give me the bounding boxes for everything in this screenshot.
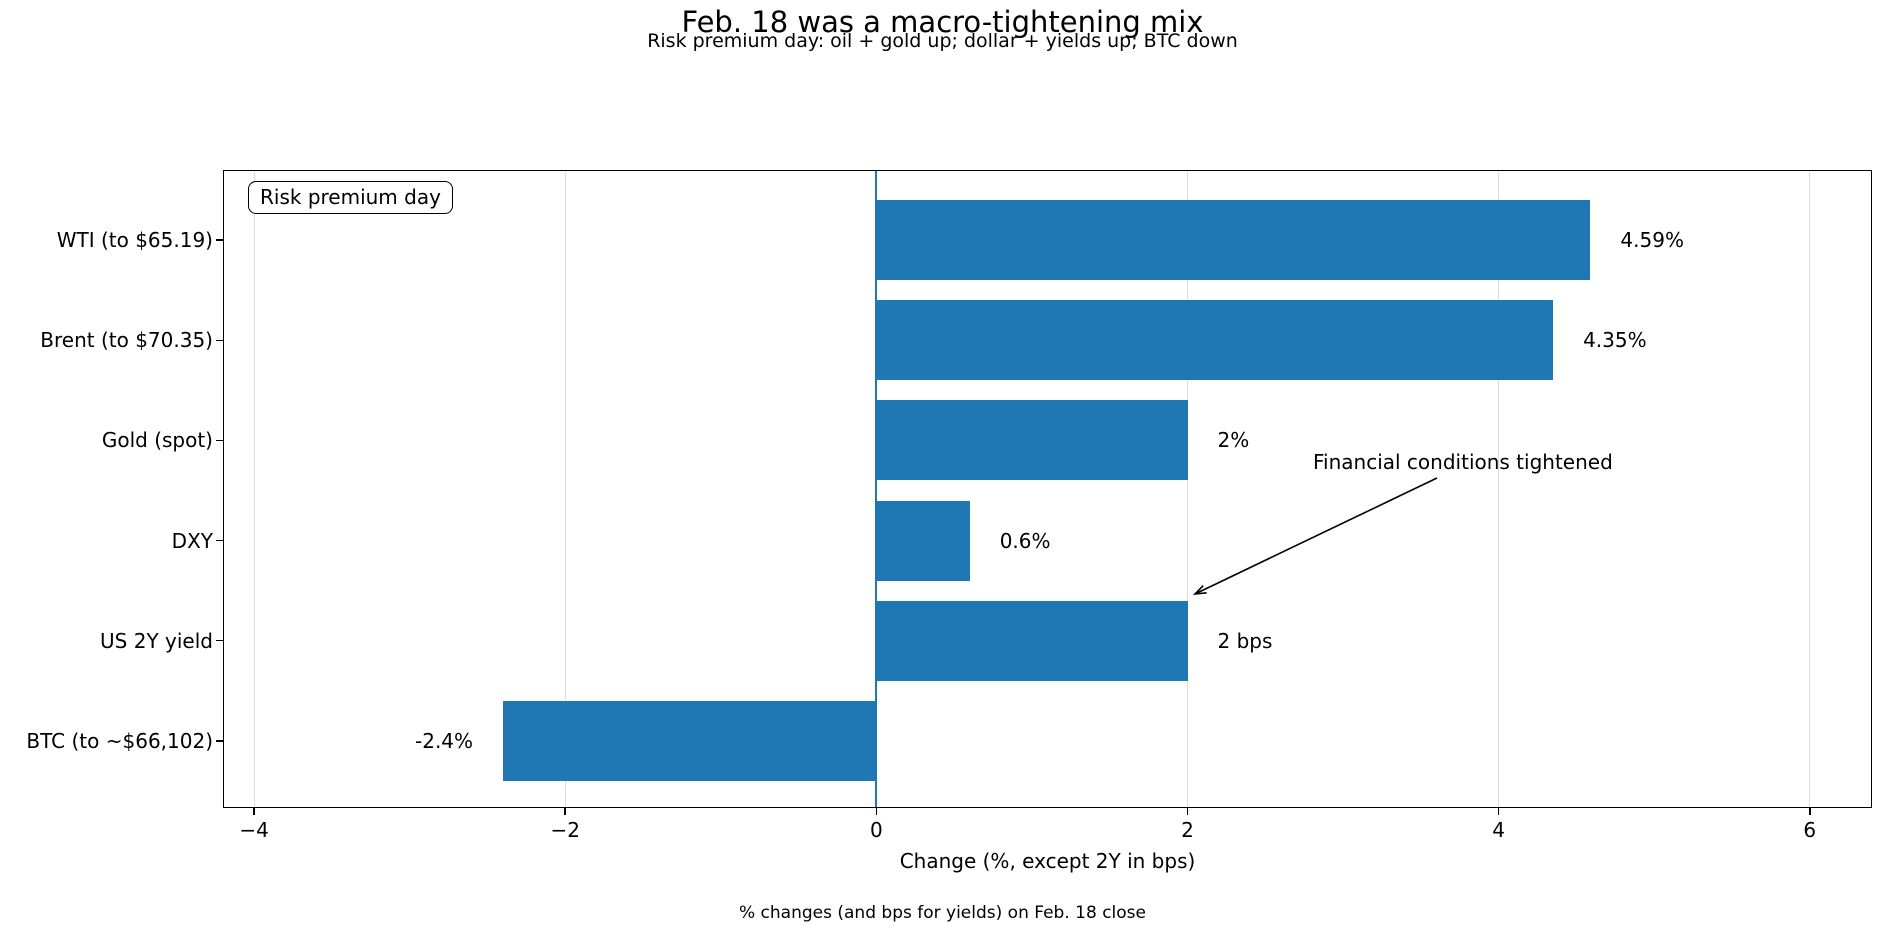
vertical-gridline: [1809, 170, 1811, 808]
legend: Risk premium day: [248, 181, 453, 214]
x-axis-tick-mark: [253, 808, 255, 815]
value-label-dxy: 0.6%: [999, 528, 1051, 553]
y-axis-label-gold-spot: Gold (spot): [101, 428, 213, 453]
bar-dxy: [876, 500, 970, 581]
bar-wti-to-65-19: [876, 200, 1591, 281]
x-tick-label: 2: [1181, 818, 1194, 842]
chart-subtitle: Risk premium day: oil + gold up; dollar …: [647, 30, 1238, 52]
annotation-text: Financial conditions tightened: [1313, 450, 1613, 474]
x-axis-label: Change (%, except 2Y in bps): [899, 849, 1196, 873]
value-label-brent-to-70-35: 4.35%: [1583, 328, 1647, 353]
x-axis-tick-mark: [1186, 808, 1189, 815]
vertical-gridline: [1187, 170, 1188, 808]
bar-gold-spot: [876, 400, 1188, 481]
legend-label: Risk premium day: [260, 185, 441, 209]
zero-line: [875, 170, 878, 808]
y-axis-label-wti-to-65-19: WTI (to $65.19): [56, 228, 213, 253]
y-axis-tick-mark: [216, 339, 223, 342]
value-label-btc-to-66-102: -2.4%: [415, 728, 474, 753]
y-axis-label-us-2y-yield: US 2Y yield: [100, 628, 213, 653]
x-tick-label: 4: [1492, 818, 1506, 842]
x-axis-tick-mark: [1809, 808, 1811, 815]
x-axis-tick-mark: [564, 808, 566, 815]
y-axis-tick-mark: [216, 740, 223, 742]
value-label-us-2y-yield: 2 bps: [1217, 628, 1273, 653]
y-axis-tick-mark: [216, 639, 223, 642]
y-axis-tick-mark: [216, 539, 223, 542]
y-axis-label-btc-to-66-102: BTC (to ~$66,102): [26, 728, 213, 753]
vertical-gridline: [253, 170, 255, 808]
chart-title: Feb. 18 was a macro-tightening mix: [681, 5, 1204, 39]
x-axis-tick-mark: [1497, 808, 1500, 815]
y-axis-label-dxy: DXY: [171, 528, 213, 553]
bar-brent-to-70-35: [876, 300, 1554, 381]
footnote: % changes (and bps for yields) on Feb. 1…: [739, 903, 1146, 923]
vertical-gridline: [1498, 170, 1500, 808]
x-tick-label: 6: [1803, 818, 1817, 842]
y-axis-tick-mark: [216, 239, 223, 241]
plot-area: Risk premium day Financial conditions ti…: [223, 170, 1872, 808]
vertical-gridline: [564, 170, 566, 808]
bar-us-2y-yield: [876, 600, 1188, 681]
value-label-gold-spot: 2%: [1217, 428, 1250, 453]
x-axis-tick-mark: [875, 808, 878, 815]
x-tick-label: 0: [870, 818, 883, 842]
x-tick-label: −2: [550, 818, 580, 842]
bar-btc-to-66-102: [503, 700, 877, 781]
y-axis-tick-mark: [216, 439, 223, 442]
x-tick-label: −4: [239, 818, 269, 842]
value-label-wti-to-65-19: 4.59%: [1620, 228, 1684, 253]
y-axis-label-brent-to-70-35: Brent (to $70.35): [40, 328, 213, 353]
